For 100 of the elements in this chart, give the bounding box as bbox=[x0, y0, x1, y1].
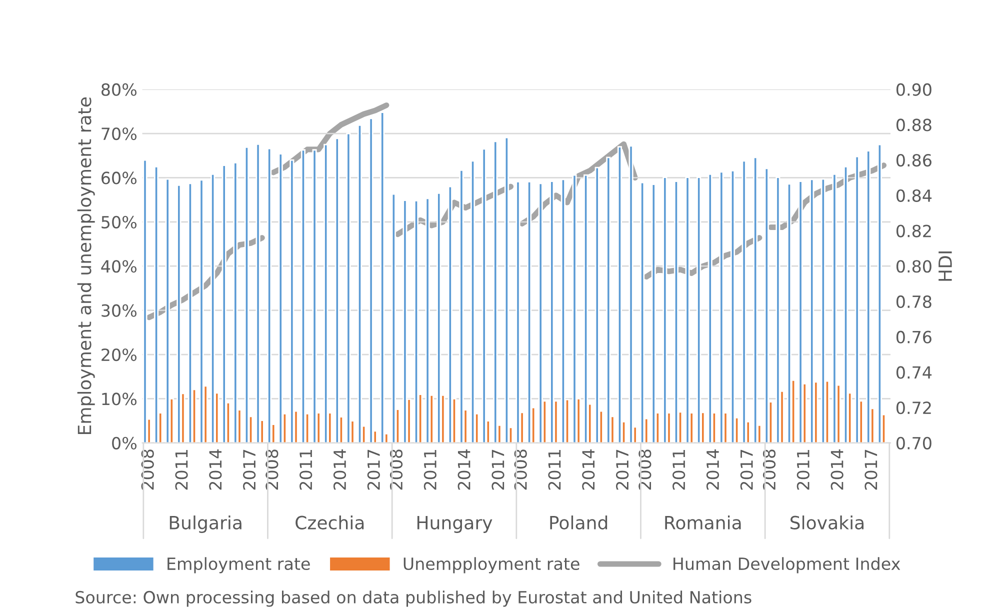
x-tick-label: 2008 bbox=[638, 450, 652, 490]
bar bbox=[402, 200, 408, 443]
x-tick-label: 2014 bbox=[458, 449, 470, 490]
y-tick-label: 70% bbox=[102, 127, 137, 140]
bar bbox=[866, 150, 871, 443]
x-tick-label: 2011 bbox=[175, 450, 188, 490]
bar bbox=[764, 168, 769, 443]
bar bbox=[300, 149, 306, 443]
bar bbox=[244, 146, 249, 443]
y2-tick-label: 0.82 bbox=[896, 224, 931, 238]
bar bbox=[550, 180, 554, 443]
y2-tick-label: 0.72 bbox=[896, 402, 931, 414]
y-tick-label: 0% bbox=[112, 436, 137, 450]
x-tick-label: 2017 bbox=[492, 450, 504, 490]
bar bbox=[527, 181, 532, 443]
bar bbox=[584, 174, 588, 443]
text: Romania bbox=[665, 515, 741, 530]
x-tick-label: 2014 bbox=[830, 449, 844, 490]
y2-tick-label: 0.74 bbox=[896, 366, 932, 379]
bar bbox=[776, 176, 780, 443]
bar bbox=[391, 193, 396, 443]
y2-tick-label: 0.80 bbox=[896, 260, 932, 273]
y-tick-label: 50% bbox=[102, 216, 137, 228]
x-tick-label: 2017 bbox=[864, 450, 878, 490]
bar bbox=[210, 173, 216, 443]
bar bbox=[324, 144, 328, 443]
bar bbox=[278, 153, 283, 443]
text: Poland bbox=[550, 515, 608, 530]
bar bbox=[267, 148, 272, 443]
bar bbox=[222, 164, 226, 443]
x-tick-label: 2011 bbox=[796, 450, 810, 490]
y-tick-label: 80% bbox=[102, 83, 137, 96]
legend-label: Unempployment rate bbox=[404, 557, 580, 574]
x-tick-label: 2014 bbox=[209, 449, 222, 490]
bar bbox=[414, 200, 419, 443]
x-tick-label: 2011 bbox=[672, 450, 686, 490]
bar bbox=[436, 192, 442, 443]
bar bbox=[798, 180, 803, 443]
x-tick-label: 2011 bbox=[548, 450, 561, 490]
bar bbox=[662, 176, 668, 443]
bar bbox=[482, 148, 486, 443]
y-axis-title: Employment and unemployment rate bbox=[77, 97, 95, 434]
bar bbox=[674, 180, 679, 443]
bar bbox=[572, 174, 577, 443]
x-tick-label: 2014 bbox=[706, 449, 720, 490]
x-tick-label: 2014 bbox=[582, 449, 595, 490]
bar bbox=[290, 159, 294, 443]
bar bbox=[696, 176, 702, 443]
y-tick-label: 10% bbox=[102, 392, 137, 406]
y2-tick-label: 0.76 bbox=[896, 330, 932, 344]
bar bbox=[742, 160, 746, 443]
bar bbox=[233, 162, 238, 443]
bar bbox=[334, 138, 340, 443]
bar bbox=[786, 183, 792, 443]
bar bbox=[142, 159, 148, 443]
bar bbox=[357, 124, 362, 443]
bar bbox=[165, 178, 170, 443]
bar bbox=[448, 186, 452, 443]
bar bbox=[708, 173, 712, 443]
y2-axis-title: HDI bbox=[938, 251, 952, 281]
x-tick-label: 2011 bbox=[300, 450, 312, 490]
y2-tick-label: 0.78 bbox=[896, 295, 932, 308]
y2-tick-label: 0.88 bbox=[896, 118, 932, 132]
y2-tick-label: 0.84 bbox=[896, 189, 932, 202]
bar bbox=[753, 156, 758, 443]
bar bbox=[617, 146, 622, 443]
y2-tick-label: 0.90 bbox=[896, 83, 932, 96]
y2-tick-label: 0.86 bbox=[896, 154, 932, 167]
bar bbox=[719, 171, 724, 443]
bar bbox=[560, 178, 566, 443]
bar bbox=[594, 166, 600, 443]
bar bbox=[685, 176, 690, 443]
x-tick-label: 2017 bbox=[243, 450, 256, 490]
legend-label: Employment rate bbox=[168, 557, 310, 574]
bar bbox=[368, 118, 374, 443]
x-tick-label: 2017 bbox=[740, 450, 753, 490]
y-tick-label: 40% bbox=[101, 260, 137, 273]
y-tick-label: 60% bbox=[102, 172, 137, 184]
text: Bulgaria bbox=[170, 515, 242, 533]
x-tick-label: 2011 bbox=[424, 450, 436, 490]
bar bbox=[843, 166, 848, 443]
x-tick-label: 2017 bbox=[616, 450, 629, 490]
bar bbox=[493, 140, 498, 443]
bar bbox=[606, 156, 611, 443]
text: Czechia bbox=[296, 515, 364, 530]
bar bbox=[256, 143, 260, 443]
source-note: Source: Own processing based on data published by Eurostat and United Nations bbox=[76, 590, 752, 607]
bar bbox=[459, 170, 464, 443]
bar bbox=[832, 173, 837, 443]
legend-label: Human Development Index bbox=[674, 557, 900, 574]
y2-tick-label: 0.70 bbox=[896, 436, 932, 450]
bar bbox=[425, 198, 430, 443]
y-tick-label: 30% bbox=[102, 304, 137, 317]
bar bbox=[651, 184, 656, 443]
x-tick-label: 2017 bbox=[367, 450, 380, 490]
bar bbox=[854, 156, 860, 443]
bar bbox=[199, 179, 204, 443]
bar bbox=[810, 178, 814, 443]
text: Slovakia bbox=[790, 515, 864, 530]
bar bbox=[176, 184, 182, 443]
